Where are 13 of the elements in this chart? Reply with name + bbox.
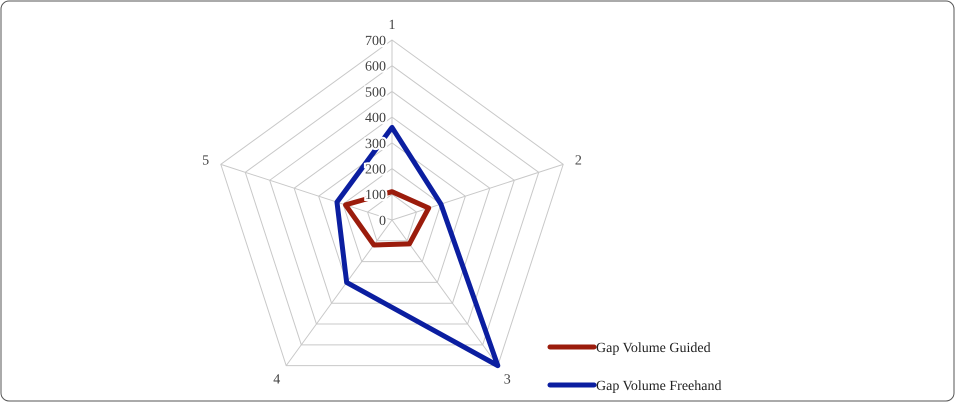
legend-label: Gap Volume Freehand	[596, 378, 722, 394]
spoke-label: 5	[202, 153, 210, 168]
y-tick-label: 500	[365, 85, 386, 100]
y-tick-label: 600	[365, 60, 386, 75]
spoke-label: 3	[504, 372, 511, 388]
spoke-label: 2	[574, 153, 582, 168]
y-tick-label: 0	[379, 214, 386, 229]
legend-label: Gap Volume Guided	[596, 340, 711, 356]
y-tick-label: 400	[365, 111, 386, 126]
spoke-label: 1	[388, 18, 396, 33]
y-tick-label: 200	[365, 162, 386, 178]
spoke-label: 4	[273, 372, 280, 388]
y-tick-label: 700	[365, 34, 386, 49]
